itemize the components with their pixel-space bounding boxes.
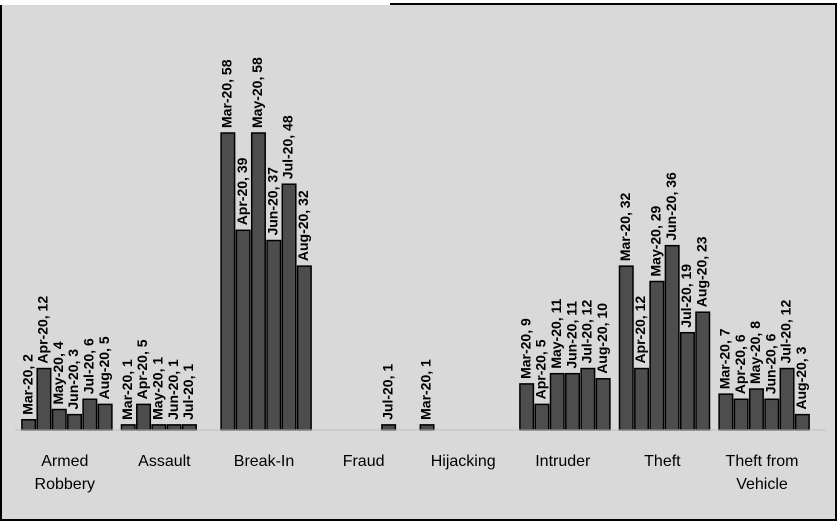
bar: [36, 367, 52, 431]
bar: [82, 398, 98, 431]
data-label: Apr-20, 5: [134, 339, 150, 399]
x-tick-label: Theft from Vehicle: [725, 453, 799, 493]
bar: [67, 413, 83, 431]
x-tick-label: Hijacking: [430, 453, 496, 470]
data-label: May-20, 11: [548, 298, 564, 368]
bar: [21, 419, 37, 431]
bar: [649, 280, 665, 431]
data-label: May-20, 8: [747, 321, 763, 384]
bar: [97, 403, 113, 431]
data-label: May-20, 58: [249, 57, 265, 128]
bar: [679, 331, 695, 431]
bar: [618, 265, 634, 431]
data-label: May-20, 29: [648, 205, 664, 276]
data-label: Mar-20, 9: [517, 318, 533, 379]
data-label: Aug-20, 10: [594, 303, 610, 374]
data-label: Mar-20, 32: [617, 192, 633, 261]
x-tick-label: Assault: [138, 453, 191, 470]
bar: [181, 424, 197, 431]
bar: [595, 378, 611, 431]
data-label: Aug-20, 32: [295, 190, 311, 261]
bar: [419, 424, 435, 431]
data-label: Jun-20, 37: [264, 167, 280, 236]
data-label: Jul-20, 12: [778, 300, 794, 364]
data-label: Apr-20, 6: [732, 334, 748, 394]
data-label: Jul-20, 19: [678, 264, 694, 328]
bar: [235, 229, 251, 431]
data-label: Mar-20, 7: [717, 328, 733, 389]
bar: [250, 132, 266, 431]
data-label: Apr-20, 5: [533, 339, 549, 399]
bar: [120, 424, 136, 431]
bar: [534, 403, 550, 431]
bar: [266, 239, 282, 431]
data-label: May-20, 4: [50, 341, 66, 404]
bar: [296, 265, 312, 431]
bar: [664, 244, 680, 431]
bar: [220, 132, 236, 431]
data-label: Jun-20, 36: [663, 172, 679, 241]
bar: [565, 372, 581, 431]
data-label: May-20, 1: [150, 357, 166, 420]
corner-patch: [0, 0, 390, 5]
data-label: Jul-20, 48: [280, 115, 296, 179]
bar: [281, 183, 297, 431]
x-tick-label: Fraud: [342, 453, 385, 470]
data-label: Apr-20, 39: [234, 157, 250, 225]
data-label: Jun-20, 1: [165, 359, 181, 420]
data-label: Aug-20, 23: [693, 236, 709, 307]
bar: [549, 372, 565, 431]
data-label: Jul-20, 1: [180, 364, 196, 420]
bar: [764, 398, 780, 431]
data-label: Jun-20, 11: [563, 301, 579, 369]
bar: [779, 367, 795, 431]
data-label: Mar-20, 1: [418, 359, 434, 420]
x-tick-label: Theft: [644, 453, 681, 470]
x-tick-label: Break-In: [233, 453, 295, 470]
bar: [718, 393, 734, 431]
data-label: Apr-20, 12: [35, 296, 51, 364]
bar: [166, 424, 182, 431]
x-tick-label: Intruder: [535, 453, 591, 470]
bar: [695, 311, 711, 431]
bar: [136, 403, 152, 431]
data-label: Jun-20, 6: [762, 333, 778, 394]
bar: [381, 424, 397, 431]
data-label: Mar-20, 2: [19, 354, 35, 415]
bar: [634, 367, 650, 431]
data-label: Jun-20, 3: [65, 349, 81, 410]
data-label: Jul-20, 6: [81, 338, 97, 394]
x-tick-label: Armed Robbery: [34, 453, 96, 493]
data-label: Mar-20, 58: [219, 59, 235, 128]
bar: [748, 388, 764, 431]
data-label: Aug-20, 5: [96, 336, 112, 399]
bar: [733, 398, 749, 431]
data-label: Mar-20, 1: [119, 359, 135, 420]
bar: [151, 424, 167, 431]
bar: [580, 367, 596, 431]
data-label: Aug-20, 3: [793, 346, 809, 409]
bar: [51, 408, 67, 431]
bar: [794, 413, 810, 431]
data-label: Jul-20, 12: [579, 300, 595, 364]
data-label: Apr-20, 12: [632, 296, 648, 364]
chart-background: [0, 3, 837, 521]
data-label: Jul-20, 1: [379, 364, 395, 420]
bar: [519, 383, 535, 431]
